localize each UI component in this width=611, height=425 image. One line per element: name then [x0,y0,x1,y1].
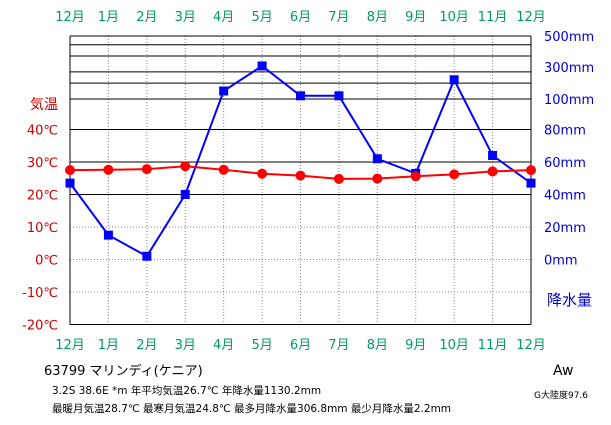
precip-point [449,75,459,85]
temp-point [333,173,344,184]
month-label-bottom: 7月 [328,338,349,353]
continentality-index: G大陸度97.6 [534,391,589,401]
month-label-bottom: 6月 [290,338,311,353]
month-label-bottom: 8月 [367,338,388,353]
precip-axis-title: 降水量 [547,291,592,309]
month-label-bottom: 11月 [478,338,508,353]
temp-tick-label: 0℃ [35,254,58,269]
month-label-bottom: 5月 [251,338,272,353]
precip-point [488,151,498,160]
climate-chart: 12月 1月 2月 3月 4月 5月 6月 7月 8月 9月 10月 11月 12月 12月 1月 2月 3月 4… [22,10,594,353]
precip-point [180,190,190,199]
temp-point [487,166,498,177]
station-extremes: 最暖月気温28.7℃ 最寒月気温24.8℃ 最多月降水量306.8mm 最少月降… [52,403,452,415]
temp-point [103,164,114,175]
station-name: 63799 マリンディ(ケニア) [44,364,203,379]
temp-tick-label: 10℃ [27,221,58,236]
month-label-top: 1月 [98,10,119,25]
temp-point [372,173,383,184]
temp-point [218,164,229,175]
month-label-top: 8月 [367,10,388,25]
month-label-top: 7月 [328,10,349,25]
temp-tick-label: 30℃ [27,156,58,171]
month-label-bottom: 2月 [136,338,157,353]
precip-point [372,154,382,164]
temp-point [141,164,152,175]
temp-point [257,168,268,179]
precip-point [334,91,344,101]
precip-tick-label: 40mm [544,189,586,204]
month-label-bottom: 9月 [405,338,426,353]
month-label-bottom: 4月 [213,338,234,353]
month-label-top: 12月 [516,10,546,25]
precip-tick-label: 0mm [544,254,578,269]
temp-tick-label: 40℃ [27,124,58,139]
temp-point [449,169,460,180]
temp-tick-label: -10℃ [22,286,58,301]
temp-tick-label: -20℃ [22,319,58,334]
station-details: 3.2S 38.6E *m 年平均気温26.7℃ 年降水量1130.2mm [52,385,322,397]
precip-tick-label: 60mm [544,156,586,171]
temp-axis-title: 気温 [30,97,58,113]
month-label-top: 3月 [175,10,196,25]
precip-point [142,251,152,261]
month-label-top: 4月 [213,10,234,25]
climate-class: Aw [553,363,574,379]
precip-point [526,178,536,188]
temp-point [65,165,75,176]
month-label-top: 2月 [136,10,157,25]
month-label-top: 10月 [439,10,469,25]
precip-tick-label: 80mm [544,124,586,139]
month-label-top: 11月 [478,10,508,25]
temp-point [180,161,191,172]
precip-point [219,86,229,96]
precip-point [257,61,267,71]
temp-point [410,171,421,182]
precip-tick-label: 20mm [544,221,586,236]
month-label-top: 9月 [405,10,426,25]
month-label-top: 5月 [251,10,272,25]
temp-tick-label: 20℃ [27,189,58,204]
precip-point [103,230,113,240]
precip-point [296,91,305,101]
temp-point [526,165,536,176]
month-label-bottom: 12月 [516,338,546,353]
precip-tick-label: 500mm [544,30,594,45]
month-label-bottom: 10月 [439,338,469,353]
month-label-top: 6月 [290,10,311,25]
precip-point [65,178,75,188]
month-label-bottom: 3月 [175,338,196,353]
month-label-top: 12月 [55,10,85,25]
temp-point [295,170,306,181]
month-label-bottom: 1月 [98,338,119,353]
precip-tick-label: 300mm [544,61,594,76]
precip-tick-label: 100mm [544,93,594,108]
month-label-bottom: 12月 [55,338,85,353]
